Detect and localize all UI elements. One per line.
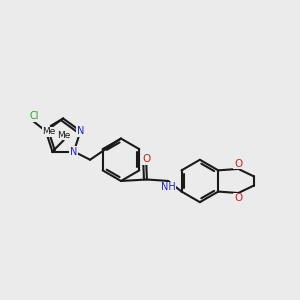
Text: N: N	[77, 126, 84, 136]
Text: O: O	[142, 154, 150, 164]
Text: Me: Me	[43, 127, 56, 136]
Text: O: O	[234, 159, 242, 169]
Text: Cl: Cl	[29, 111, 39, 122]
Text: Me: Me	[57, 130, 70, 140]
Text: O: O	[234, 193, 242, 203]
Text: NH: NH	[161, 182, 176, 192]
Text: N: N	[70, 146, 78, 157]
